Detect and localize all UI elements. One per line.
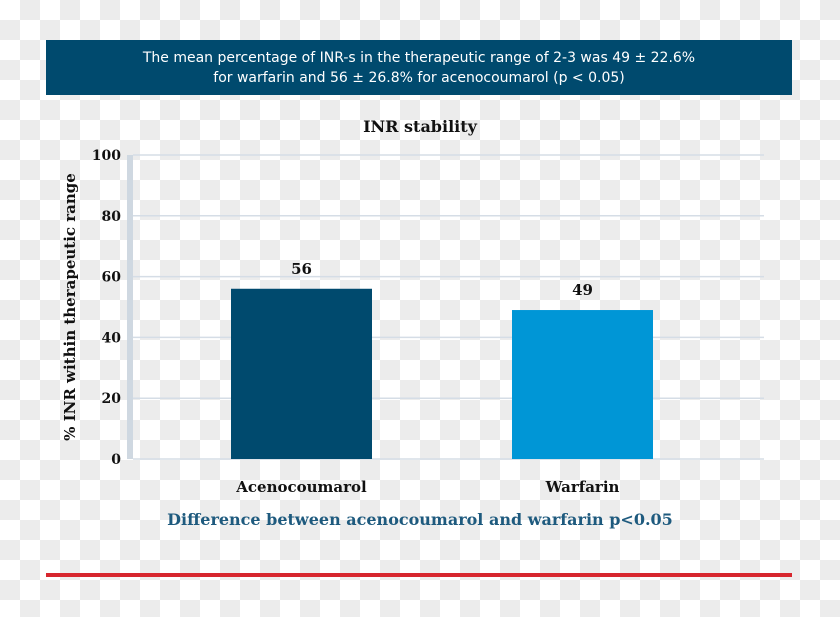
- chart-title: INR stability: [363, 117, 477, 136]
- divider-line: [46, 573, 792, 577]
- y-axis-label: % INR within therapeutic range: [61, 173, 79, 441]
- summary-line-1: The mean percentage of INR-s in the ther…: [142, 49, 696, 66]
- bar-acenocoumarol: [231, 288, 372, 459]
- y-tick-label: 80: [102, 209, 122, 225]
- y-tick-label: 40: [102, 330, 122, 346]
- y-tick-label: 100: [92, 148, 121, 164]
- y-axis-line: [127, 155, 133, 459]
- x-tick-label: Acenocoumarol: [235, 478, 367, 496]
- summary-line-2: for warfarin and 56 ± 26.8% for acenocou…: [213, 69, 625, 86]
- footnote: Difference between acenocoumarol and war…: [167, 510, 673, 529]
- bar-warfarin: [512, 310, 653, 459]
- y-tick-label: 20: [102, 391, 122, 407]
- data-label: 56: [291, 260, 312, 278]
- data-label: 49: [572, 281, 593, 299]
- x-tick-label: Warfarin: [545, 478, 620, 496]
- summary-banner: The mean percentage of INR-s in the ther…: [46, 40, 792, 95]
- y-tick-label: 60: [102, 270, 122, 286]
- y-tick-label: 0: [111, 452, 121, 468]
